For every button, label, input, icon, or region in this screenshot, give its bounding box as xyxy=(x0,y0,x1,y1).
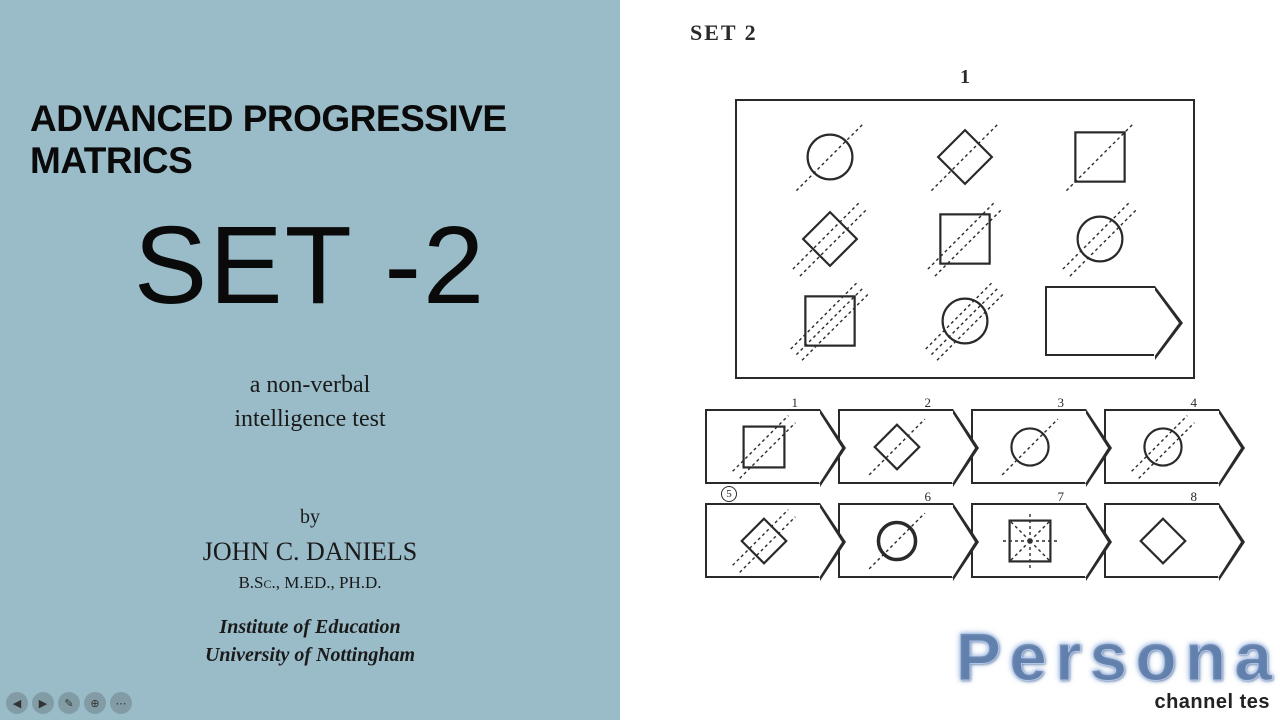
right-test-panel: SET 2 1 12345678 Persona channel tes xyxy=(620,0,1280,720)
pen-button[interactable]: ✎ xyxy=(58,692,80,714)
next-button[interactable]: ▶ xyxy=(32,692,54,714)
institution-line1: Institute of Education xyxy=(219,616,400,638)
title-main: ADVANCED PROGRESSIVE MATRICS xyxy=(30,98,590,182)
matrix-cell-4 xyxy=(767,203,892,275)
answer-shape-box xyxy=(1104,409,1219,484)
answer-shape-box xyxy=(705,503,820,578)
matrix-cell-7 xyxy=(767,285,892,357)
answer-option-1[interactable]: 1 xyxy=(705,409,826,491)
author-credentials: B.Sc., M.ED., PH.D. xyxy=(30,573,590,593)
answer-option-8[interactable]: 8 xyxy=(1104,503,1225,585)
watermark-logo: Persona xyxy=(956,618,1280,696)
set-label: SET 2 xyxy=(690,20,1260,46)
institution: Institute of Education University of Not… xyxy=(30,613,590,669)
answer-shape-box xyxy=(838,409,953,484)
more-button[interactable]: ⋯ xyxy=(110,692,132,714)
by-line: by xyxy=(30,506,590,529)
subtitle-line2: intelligence test xyxy=(234,406,385,432)
answer-option-2[interactable]: 2 xyxy=(838,409,959,491)
institution-line2: University of Nottingham xyxy=(205,644,415,666)
matrix-box xyxy=(735,99,1195,379)
author-name: JOHN C. DANIELS xyxy=(30,537,590,567)
answer-option-5[interactable]: 5 xyxy=(705,503,826,585)
prev-button[interactable]: ◀ xyxy=(6,692,28,714)
answer-shape-box xyxy=(971,409,1086,484)
matrix-cell-3 xyxy=(1038,121,1163,193)
player-controls: ◀ ▶ ✎ ⊕ ⋯ xyxy=(6,692,132,714)
answer-number: 5 xyxy=(721,486,737,502)
matrix-cell-8 xyxy=(902,285,1027,357)
answer-shape-box xyxy=(838,503,953,578)
title-set: SET -2 xyxy=(30,202,590,329)
answer-option-3[interactable]: 3 xyxy=(971,409,1092,491)
blank-answer-slot xyxy=(1045,286,1155,356)
watermark-subtitle: channel tes xyxy=(1154,691,1270,714)
answer-option-4[interactable]: 4 xyxy=(1104,409,1225,491)
matrix-cell-5 xyxy=(902,203,1027,275)
matrix-cell-1 xyxy=(767,121,892,193)
subtitle-line1: a non-verbal xyxy=(250,372,371,398)
matrix-cell-2 xyxy=(902,121,1027,193)
left-cover-panel: ADVANCED PROGRESSIVE MATRICS SET -2 a no… xyxy=(0,0,620,720)
problem-number: 1 xyxy=(670,66,1260,89)
subtitle: a non-verbal intelligence test xyxy=(30,369,590,436)
answer-grid: 12345678 xyxy=(705,409,1225,585)
matrix-cell-6 xyxy=(1038,203,1163,275)
zoom-button[interactable]: ⊕ xyxy=(84,692,106,714)
answer-shape-box xyxy=(1104,503,1219,578)
answer-shape-box xyxy=(705,409,820,484)
answer-option-6[interactable]: 6 xyxy=(838,503,959,585)
matrix-cell-9 xyxy=(1038,285,1163,357)
answer-shape-box xyxy=(971,503,1086,578)
answer-option-7[interactable]: 7 xyxy=(971,503,1092,585)
